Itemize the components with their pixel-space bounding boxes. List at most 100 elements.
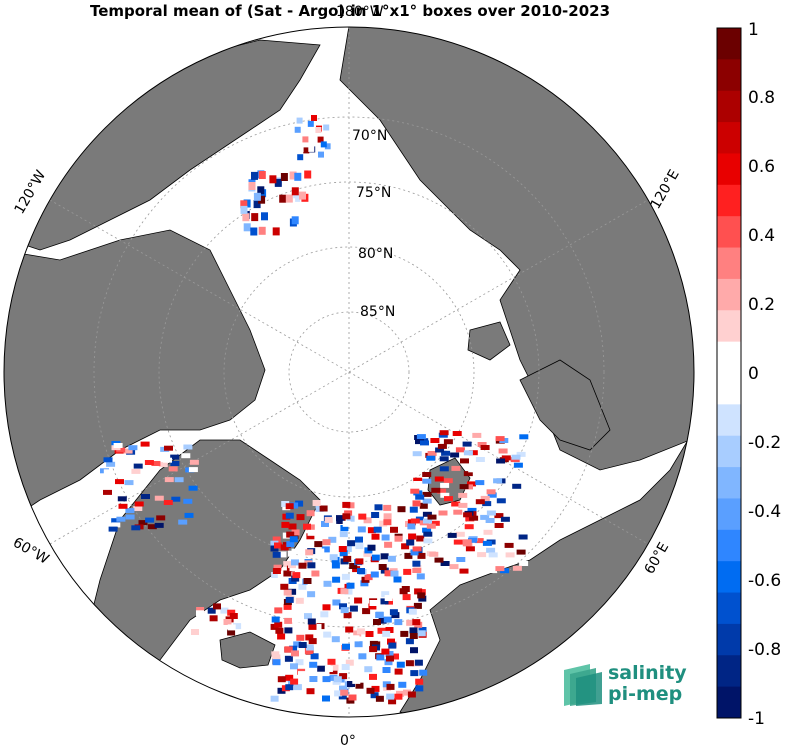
data-cell [367, 527, 376, 534]
data-cell [384, 570, 393, 577]
data-cell [455, 531, 465, 537]
data-cell [108, 526, 118, 532]
data-cell [305, 634, 314, 641]
data-cell [440, 482, 450, 488]
data-cell [347, 681, 355, 687]
data-cell [347, 540, 356, 547]
data-cell [307, 529, 316, 536]
data-cell [495, 436, 505, 442]
colorbar-tick-1: 1 [748, 20, 759, 40]
data-cell [307, 591, 316, 598]
data-cell [296, 117, 303, 124]
data-cell [308, 638, 317, 645]
data-cell [338, 693, 347, 700]
data-cell [284, 655, 293, 662]
data-cell [140, 441, 150, 447]
data-cell [410, 647, 418, 654]
data-cell [320, 141, 327, 148]
data-cell [357, 526, 366, 533]
data-cell [405, 660, 414, 667]
data-cell [379, 520, 388, 527]
data-cell [158, 462, 168, 468]
data-cell [291, 216, 299, 225]
data-cell [459, 484, 469, 490]
data-cell [322, 604, 331, 611]
data-cell [311, 115, 317, 121]
data-cell [375, 695, 384, 702]
logo-text-pi-mep: pi-mep [608, 683, 683, 705]
data-cell [275, 627, 284, 634]
data-cell [307, 120, 314, 127]
data-cell [171, 496, 181, 502]
data-cell [188, 467, 198, 473]
data-cell [291, 559, 299, 566]
data-cell [472, 432, 482, 438]
data-cell [138, 520, 148, 526]
data-cell [418, 627, 427, 633]
data-cell [412, 560, 421, 567]
data-cell [271, 583, 280, 590]
colorbar-tick-0.8: 0.8 [748, 88, 775, 108]
data-cell [375, 612, 384, 618]
data-cell [297, 146, 304, 152]
data-cell [348, 694, 357, 701]
data-cell [313, 623, 322, 630]
data-cell [284, 646, 293, 653]
data-cell [422, 472, 432, 477]
data-cell [258, 195, 266, 204]
data-cell [227, 624, 236, 631]
data-cell [403, 568, 412, 575]
data-cell [331, 562, 340, 569]
data-cell [257, 186, 265, 195]
data-cell [170, 454, 180, 460]
data-cell [164, 445, 173, 451]
data-cell [290, 502, 299, 509]
data-cell [355, 536, 363, 543]
data-cell [440, 561, 450, 566]
colorbar-segment [717, 467, 741, 499]
data-cell [364, 574, 373, 581]
data-cell [298, 583, 307, 590]
salinity-pi-mep-logo: salinity pi-mep [560, 660, 700, 710]
data-cell [346, 502, 355, 509]
colorbar-tick--0.6: -0.6 [748, 571, 781, 591]
data-cell [381, 534, 390, 541]
data-cell [384, 580, 393, 587]
data-cell [422, 527, 432, 533]
data-cell [340, 588, 349, 595]
data-cell [251, 171, 258, 180]
data-cell [309, 676, 318, 682]
data-cell [443, 439, 453, 445]
data-cell [315, 127, 322, 133]
data-cell [414, 659, 423, 666]
data-cell [437, 443, 447, 449]
data-cell [103, 469, 113, 475]
data-cell [163, 500, 173, 505]
data-cell [298, 562, 307, 569]
data-cell [240, 200, 248, 209]
data-cell [394, 619, 403, 626]
colorbar-segment [717, 28, 741, 60]
data-cell [306, 688, 315, 695]
data-cell [468, 450, 478, 456]
data-cell [431, 487, 441, 493]
data-cell [270, 695, 279, 702]
data-cell [286, 541, 295, 548]
data-cell [415, 516, 424, 523]
data-cell [427, 514, 437, 520]
data-cell [413, 477, 423, 483]
data-cell [410, 549, 419, 556]
data-cell [405, 638, 414, 645]
data-cell [147, 524, 157, 530]
data-cell [468, 467, 478, 473]
data-cell [271, 616, 280, 623]
data-cell [291, 548, 300, 555]
data-cell [403, 689, 411, 696]
colorbar-tick-0: 0 [748, 364, 759, 384]
data-cell [486, 433, 496, 439]
data-cell [352, 566, 361, 573]
data-cell [435, 447, 445, 453]
data-cell [131, 525, 141, 531]
data-cell [430, 438, 440, 443]
